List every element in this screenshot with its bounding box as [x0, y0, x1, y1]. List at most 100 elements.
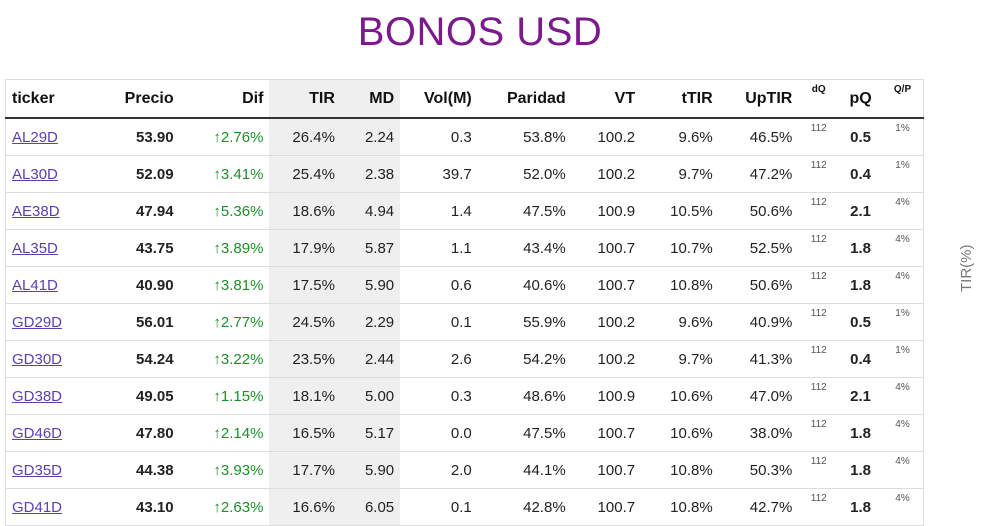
cell-tir: 24.5%: [269, 303, 341, 341]
ticker-link[interactable]: GD38D: [12, 387, 63, 405]
cell-md: 5.00: [340, 377, 401, 415]
col-header-md[interactable]: MD: [340, 79, 401, 119]
cell-paridad: 53.8%: [477, 118, 572, 156]
col-header-uptir[interactable]: UpTIR: [718, 79, 799, 119]
cell-qp: 4%: [882, 266, 924, 304]
ticker-link[interactable]: GD41D: [12, 498, 63, 516]
cell-pq: 1.8: [839, 488, 883, 526]
cell-paridad: 55.9%: [477, 303, 572, 341]
cell-vt: 100.2: [571, 340, 642, 378]
cell-qp: 4%: [882, 377, 924, 415]
side-axis-label: TIR(%): [958, 232, 988, 312]
cell-pq: 0.4: [839, 155, 883, 193]
cell-qp: 4%: [882, 488, 924, 526]
cell-precio: 54.24: [89, 340, 180, 378]
cell-ttir: 9.6%: [641, 118, 719, 156]
table-row: GD46D 47.80 ↑2.14% 16.5% 5.17 0.0 47.5% 100.7 10…: [5, 414, 924, 452]
col-header-dq[interactable]: dQ: [798, 79, 840, 119]
col-header-ttir[interactable]: tTIR: [641, 79, 719, 119]
ticker-link[interactable]: AL41D: [12, 276, 58, 294]
cell-md: 5.17: [340, 414, 401, 452]
table-header-row: ticker Precio Dif TIR MD Vol(M) Paridad …: [5, 79, 924, 119]
cell-dif: ↑2.14%: [179, 414, 270, 452]
cell-md: 2.29: [340, 303, 401, 341]
cell-pq: 0.5: [839, 303, 883, 341]
cell-paridad: 48.6%: [477, 377, 572, 415]
col-header-dif[interactable]: Dif: [179, 79, 270, 119]
cell-vol: 0.0: [400, 414, 478, 452]
cell-tir: 23.5%: [269, 340, 341, 378]
cell-ttir: 9.7%: [641, 155, 719, 193]
cell-ticker: GD38D: [5, 377, 90, 415]
cell-dq: 112: [798, 414, 840, 452]
cell-precio: 40.90: [89, 266, 180, 304]
col-header-ticker[interactable]: ticker: [5, 79, 90, 119]
cell-qp: 1%: [882, 155, 924, 193]
table-row: GD29D 56.01 ↑2.77% 24.5% 2.29 0.1 55.9% 100.2 9.…: [5, 303, 924, 341]
cell-precio: 53.90: [89, 118, 180, 156]
cell-ticker: GD29D: [5, 303, 90, 341]
cell-vt: 100.2: [571, 303, 642, 341]
cell-vol: 0.3: [400, 377, 478, 415]
cell-ticker: GD30D: [5, 340, 90, 378]
cell-qp: 4%: [882, 229, 924, 267]
ticker-link[interactable]: GD30D: [12, 350, 63, 368]
ticker-link[interactable]: GD46D: [12, 424, 63, 442]
cell-tir: 17.9%: [269, 229, 341, 267]
cell-precio: 56.01: [89, 303, 180, 341]
cell-ticker: AL30D: [5, 155, 90, 193]
cell-uptir: 42.7%: [718, 488, 799, 526]
cell-pq: 0.4: [839, 340, 883, 378]
cell-dif: ↑3.41%: [179, 155, 270, 193]
cell-tir: 16.6%: [269, 488, 341, 526]
col-header-paridad[interactable]: Paridad: [477, 79, 572, 119]
cell-md: 4.94: [340, 192, 401, 230]
col-header-tir[interactable]: TIR: [269, 79, 341, 119]
table-row: AL35D 43.75 ↑3.89% 17.9% 5.87 1.1 43.4% 100.7 10…: [5, 229, 924, 267]
cell-tir: 25.4%: [269, 155, 341, 193]
cell-paridad: 43.4%: [477, 229, 572, 267]
ticker-link[interactable]: AL29D: [12, 128, 58, 146]
cell-tir: 18.1%: [269, 377, 341, 415]
col-header-precio[interactable]: Precio: [89, 79, 180, 119]
cell-dif: ↑1.15%: [179, 377, 270, 415]
cell-tir: 16.5%: [269, 414, 341, 452]
cell-uptir: 50.6%: [718, 266, 799, 304]
cell-vol: 2.6: [400, 340, 478, 378]
ticker-link[interactable]: AL30D: [12, 165, 58, 183]
cell-tir: 17.5%: [269, 266, 341, 304]
ticker-link[interactable]: GD29D: [12, 313, 63, 331]
cell-ticker: AL41D: [5, 266, 90, 304]
ticker-link[interactable]: AE38D: [12, 202, 60, 220]
cell-md: 5.87: [340, 229, 401, 267]
cell-ticker: GD41D: [5, 488, 90, 526]
col-header-qp[interactable]: Q/P: [882, 79, 924, 119]
cell-paridad: 52.0%: [477, 155, 572, 193]
bonds-table: ticker Precio Dif TIR MD Vol(M) Paridad …: [5, 79, 924, 526]
col-header-vol[interactable]: Vol(M): [400, 79, 478, 119]
cell-uptir: 46.5%: [718, 118, 799, 156]
table-row: AL41D 40.90 ↑3.81% 17.5% 5.90 0.6 40.6% 100.7 10…: [5, 266, 924, 304]
cell-dif: ↑2.77%: [179, 303, 270, 341]
table-row: AL30D 52.09 ↑3.41% 25.4% 2.38 39.7 52.0% 100.2 9…: [5, 155, 924, 193]
cell-dif: ↑3.22%: [179, 340, 270, 378]
cell-md: 5.90: [340, 266, 401, 304]
cell-ticker: GD46D: [5, 414, 90, 452]
ticker-link[interactable]: AL35D: [12, 239, 58, 257]
cell-dq: 112: [798, 118, 840, 156]
table-row: AL29D 53.90 ↑2.76% 26.4% 2.24 0.3 53.8% 100.2 9.…: [5, 118, 924, 156]
table-row: GD41D 43.10 ↑2.63% 16.6% 6.05 0.1 42.8% 100.7 10…: [5, 488, 924, 526]
ticker-link[interactable]: GD35D: [12, 461, 63, 479]
cell-ttir: 9.6%: [641, 303, 719, 341]
cell-paridad: 47.5%: [477, 192, 572, 230]
cell-qp: 4%: [882, 192, 924, 230]
cell-paridad: 40.6%: [477, 266, 572, 304]
cell-uptir: 52.5%: [718, 229, 799, 267]
cell-precio: 49.05: [89, 377, 180, 415]
cell-vol: 0.3: [400, 118, 478, 156]
cell-vt: 100.2: [571, 155, 642, 193]
cell-uptir: 50.6%: [718, 192, 799, 230]
col-header-pq[interactable]: pQ: [839, 79, 883, 119]
cell-dq: 112: [798, 488, 840, 526]
col-header-vt[interactable]: VT: [571, 79, 642, 119]
